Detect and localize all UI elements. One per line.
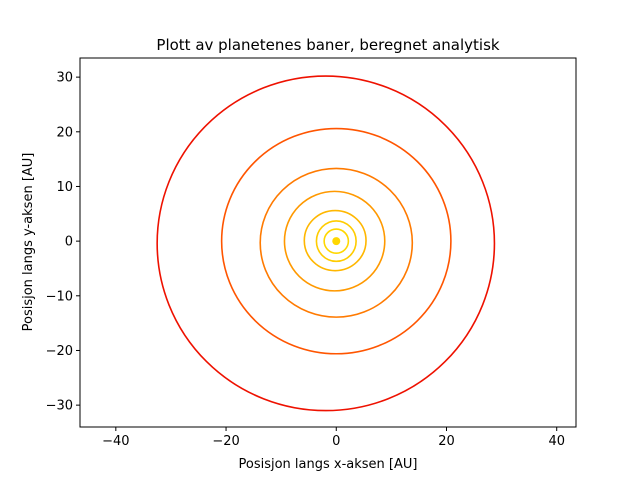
y-tick-label: −10 [46,289,73,304]
x-tick-label: −20 [212,434,239,449]
x-axis-label: Posisjon langs x-aksen [AU] [239,457,418,472]
y-tick-label: 20 [56,125,73,140]
y-tick-label: −30 [46,399,73,414]
plot-area-frame [79,57,577,428]
x-axis-ticks: −40 −20 0 20 40 [102,427,565,449]
chart-title: Plott av planetenes baner, beregnet anal… [156,36,499,54]
star-marker [332,237,341,246]
x-tick-label: −40 [102,434,129,449]
x-tick-label: 40 [548,434,565,449]
orbit-line-4 [283,190,386,292]
star-layer [332,237,341,246]
orbits-group [156,75,496,412]
x-tick-label: 0 [332,434,340,449]
orbit-line-7 [156,75,496,412]
y-tick-label: 0 [65,235,73,250]
x-tick-label: 20 [438,434,455,449]
orbit-line-6 [220,127,452,355]
y-tick-label: 10 [56,180,73,195]
y-axis-label: Posisjon langs y-aksen [AU] [21,153,36,332]
y-tick-label: −20 [46,344,73,359]
orbit-line-5 [259,167,414,318]
y-axis-ticks: −30 −20 −10 0 10 20 30 [46,71,80,414]
y-tick-label: 30 [56,71,73,86]
orbit-line-3 [303,209,367,272]
orbit-line-2 [315,220,357,263]
orbit-line-1 [323,228,350,254]
